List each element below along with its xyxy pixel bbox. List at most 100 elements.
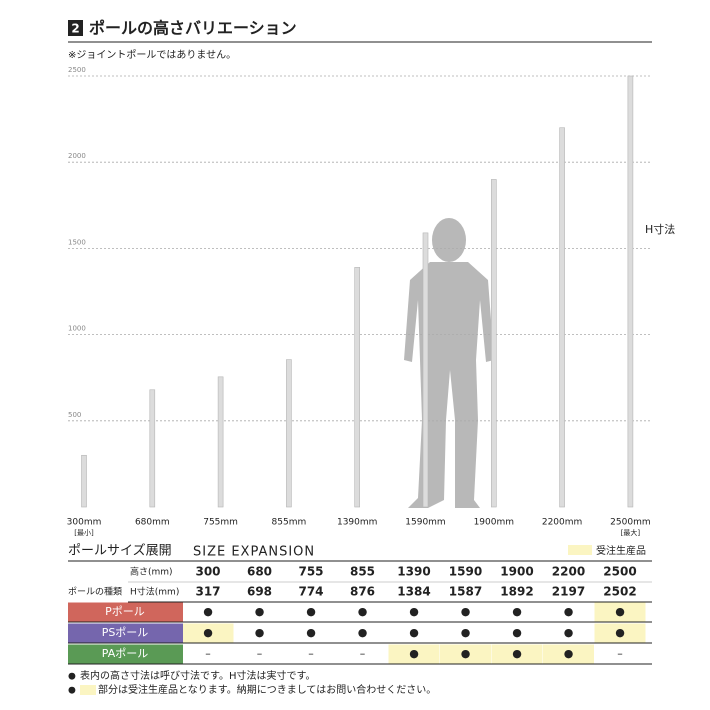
table-cell: ● [358,626,368,639]
table-cell: ● [409,605,419,618]
y-tick-label: 1000 [68,325,86,333]
title-number: 2 [71,22,79,36]
table-cell: – [205,647,211,660]
pole-bar [627,75,634,508]
table-cell: – [360,647,366,660]
pole-bar [490,179,497,508]
made-to-order-cell [543,644,594,664]
x-tick-label: 2200mm [542,518,582,528]
x-tick-label: 1900mm [474,518,514,528]
x-tick-label: 855mm [272,518,307,528]
pole-bar [559,127,565,508]
x-tick-label: 1390mm [337,518,377,528]
row-label: PSポール [102,626,149,639]
x-tick-label: 1590mm [405,518,445,528]
note-swatch [80,685,96,695]
table-cell: 855 [350,565,375,579]
made-to-order-cell [594,602,646,622]
table-cell: 2200 [552,565,585,579]
subtitle: ※ジョイントポールではありません。 [68,49,236,61]
table-cell: 317 [195,585,220,599]
y-tick-label: 2000 [68,152,86,160]
made-to-order-cell [182,623,234,643]
made-to-order-cell [491,644,543,664]
note-text: 部分は受注生産品となります。納期につきましてはお問い合わせください。 [98,683,436,696]
table-cell: 1390 [397,565,430,579]
table-cell: ● [461,605,471,618]
legend-label: 受注生産品 [596,544,646,557]
made-to-order-cell [440,644,491,664]
table-cell: ● [615,605,625,618]
table-cell: ● [358,605,368,618]
table-cell: 755 [298,565,323,579]
x-tick-label: 755mm [203,518,238,528]
x-tick-label: 2500mm [610,518,650,528]
table-cell: 1900 [500,565,533,579]
table-cell: ● [512,605,522,618]
row-group-label: ポールの種類 [68,587,122,598]
x-tick-note: [最小] [74,528,94,537]
table-cell: ● [564,605,574,618]
y-tick-label: 2500 [68,66,86,74]
table-title: ポールサイズ展開 [68,543,172,559]
table-cell: – [617,647,623,660]
row-label-cell [68,644,183,664]
legend-swatch [568,545,592,555]
x-tick-label: 680mm [135,518,170,528]
table-cell: 2197 [552,585,585,599]
table-cell: 2502 [603,585,636,599]
table-cell: – [308,647,314,660]
table-cell: ● [461,626,471,639]
pole-bar [354,267,361,508]
table-cell: ● [306,626,316,639]
y-tick-label: 500 [68,411,81,419]
title-badge [68,20,83,36]
pole-bar [81,454,87,508]
axis-annotation: H寸法 [645,222,675,236]
table-cell: ● [255,605,265,618]
table-cell: ● [203,626,213,639]
y-tick-label: 1500 [68,238,86,246]
table-cell: – [257,647,263,660]
table-cell: ● [512,647,522,660]
made-to-order-cell [388,644,440,664]
table-cell: 1587 [449,585,482,599]
row-label: 高さ(mm) [130,566,173,578]
chart-title: ポールの高さバリエーション [89,19,297,38]
table-cell: ● [564,626,574,639]
table-cell: ● [615,626,625,639]
row-label-cell [68,623,183,643]
note-bullet: ● [68,672,76,682]
made-to-order-cell [594,623,646,643]
row-label: PAポール [102,647,148,660]
x-tick-note: [最大] [621,528,641,537]
note-text: 表内の高さ寸法は呼び寸法です。H寸法は実寸です。 [80,669,316,682]
table-cell: 680 [247,565,272,579]
row-label-cell [68,602,183,622]
table-cell: 1590 [449,565,482,579]
row-label: H寸法(mm) [130,586,179,598]
table-cell: ● [255,626,265,639]
table-cell: 1384 [397,585,430,599]
note-bullet: ● [68,686,76,696]
table-cell: ● [564,647,574,660]
table-cell: ● [409,626,419,639]
table-cell: 698 [247,585,272,599]
pole-bar [217,376,224,508]
table-cell: ● [409,647,419,660]
pole-bar [422,232,429,508]
table-cell: 774 [298,585,323,599]
table-cell: 2500 [603,565,636,579]
pole-bar [149,389,156,508]
x-tick-label: 300mm [67,518,102,528]
table-cell: 300 [195,565,220,579]
pole-bar [286,359,292,508]
table-cell: ● [512,626,522,639]
table-cell: ● [306,605,316,618]
row-label: Pポール [105,605,145,618]
table-cell: ● [203,605,213,618]
table-cell: ● [461,647,471,660]
table-cell: 876 [350,585,375,599]
person-silhouette [404,218,494,508]
